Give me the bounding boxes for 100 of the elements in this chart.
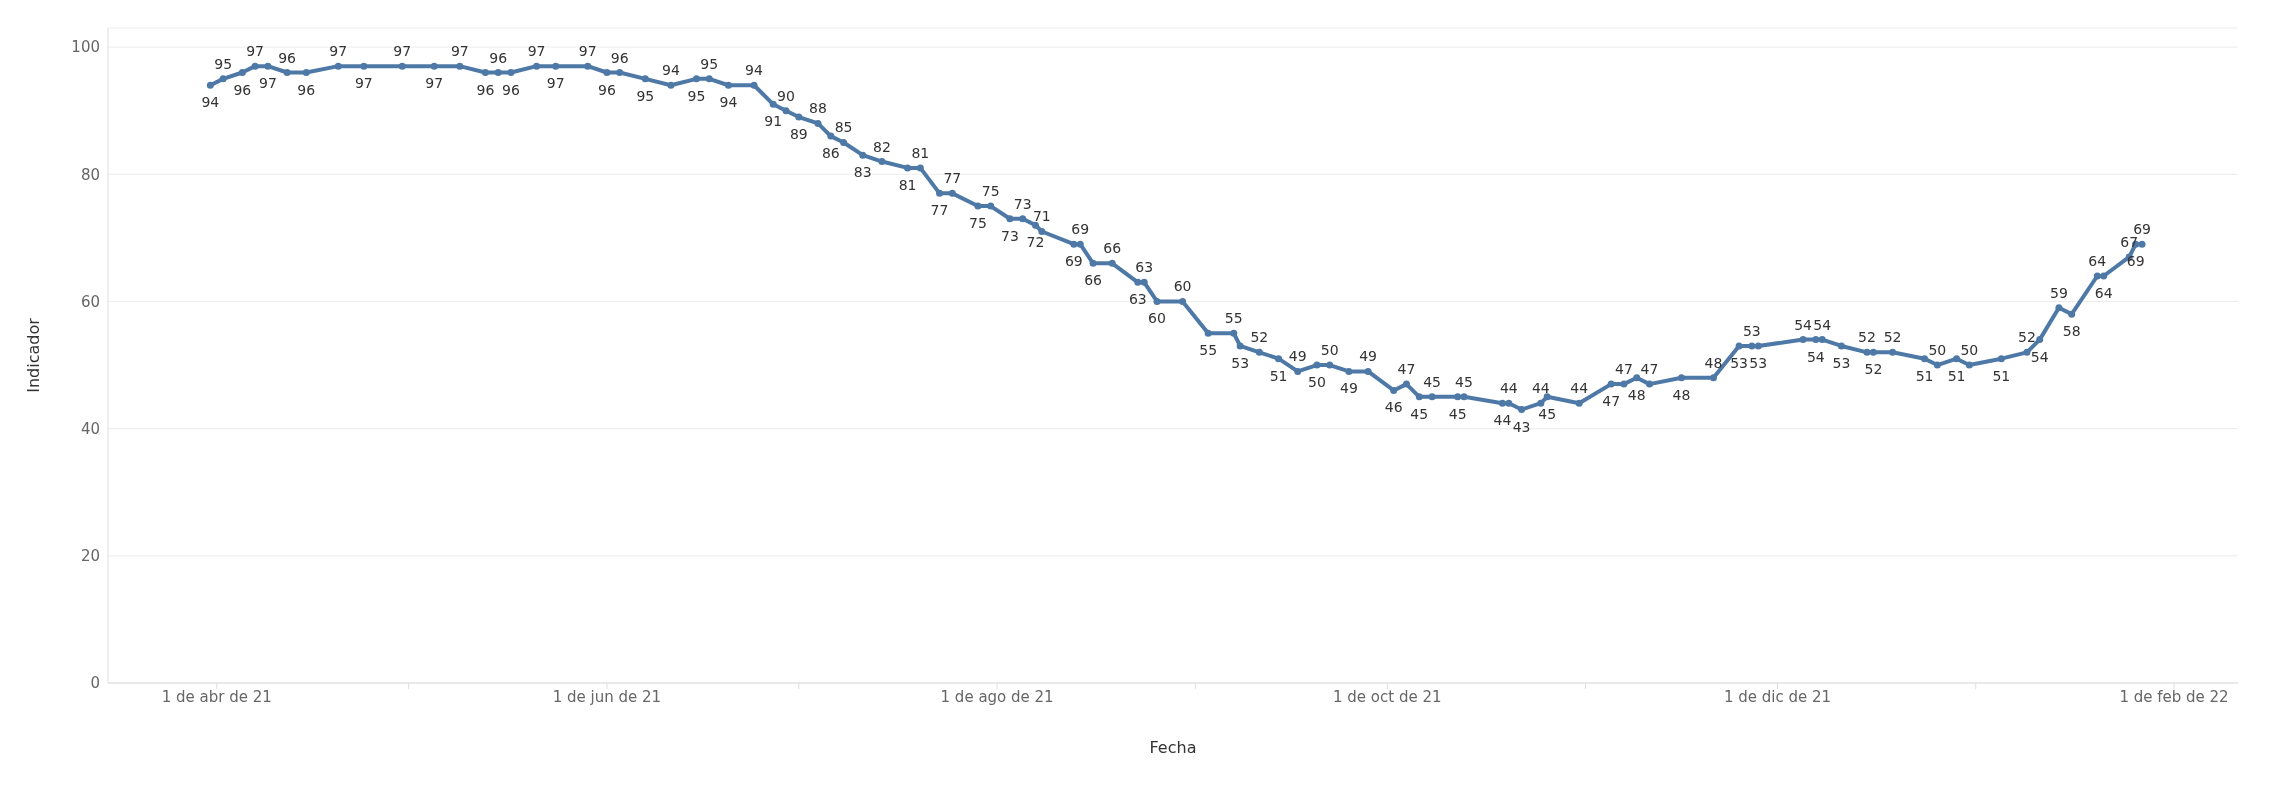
data-label: 53: [1749, 354, 1768, 371]
data-label: 66: [1103, 240, 1122, 257]
data-label: 69: [2126, 253, 2145, 270]
data-label: 64: [2088, 253, 2107, 270]
data-label: 91: [764, 113, 783, 130]
data-label: 89: [789, 126, 808, 143]
data-label: 96: [233, 81, 252, 98]
data-label: 83: [853, 164, 872, 181]
data-label: 77: [943, 170, 962, 187]
data-label: 63: [1128, 291, 1147, 308]
data-label: 53: [1742, 322, 1761, 339]
data-label: 95: [700, 55, 719, 72]
data-label: 52: [1883, 329, 1902, 346]
x-tick-label: 1 de ago de 21: [940, 687, 1054, 706]
data-label: 96: [489, 49, 508, 66]
data-label: 43: [1512, 418, 1531, 435]
data-label: 97: [329, 43, 348, 60]
data-label: 97: [578, 43, 597, 60]
data-label: 50: [1960, 342, 1979, 359]
y-tick-label: 60: [80, 292, 100, 311]
x-tick-label: 1 de oct de 21: [1333, 687, 1442, 706]
data-label: 45: [1423, 373, 1441, 390]
data-label: 86: [821, 145, 840, 162]
x-tick-label: 1 de abr de 21: [161, 687, 272, 706]
data-label: 52: [1858, 329, 1876, 346]
data-label: 60: [1173, 278, 1192, 295]
data-label: 97: [246, 43, 265, 60]
data-label: 63: [1135, 259, 1154, 276]
data-label: 95: [214, 55, 233, 72]
data-label: 55: [1199, 342, 1218, 359]
data-label: 97: [354, 75, 373, 92]
data-label: 96: [297, 81, 316, 98]
data-label: 97: [527, 43, 546, 60]
data-label: 94: [201, 94, 220, 111]
data-label: 45: [1410, 405, 1429, 422]
data-label: 66: [1084, 272, 1103, 289]
data-label: 77: [930, 202, 949, 219]
data-label: 73: [1013, 195, 1032, 212]
data-label: 97: [259, 75, 277, 92]
data-label: 54: [1794, 316, 1813, 333]
data-label: 54: [2030, 348, 2049, 365]
data-label: 90: [777, 87, 795, 104]
data-label: 53: [1231, 354, 1250, 371]
data-label: 96: [476, 81, 495, 98]
data-label: 94: [745, 62, 764, 79]
x-axis-title: Fecha: [1149, 738, 1197, 757]
data-label: 85: [834, 119, 853, 136]
data-label: 50: [1308, 374, 1326, 391]
data-label: 64: [2094, 285, 2113, 302]
data-label: 95: [636, 87, 655, 104]
x-tick-label: 1 de feb de 22: [2119, 687, 2229, 706]
data-label: 45: [1448, 405, 1467, 422]
data-label: 75: [981, 183, 1000, 200]
data-label: 52: [1250, 329, 1269, 346]
data-label: 96: [278, 49, 297, 66]
data-label: 72: [1026, 234, 1045, 251]
data-label: 75: [969, 215, 987, 232]
data-label: 69: [1071, 221, 1090, 238]
data-label: 47: [1602, 393, 1621, 410]
data-label: 51: [1947, 367, 1966, 384]
data-label: 51: [1915, 367, 1934, 384]
data-label: 45: [1455, 373, 1473, 390]
data-label: 51: [1992, 367, 2011, 384]
y-tick-label: 0: [90, 674, 100, 693]
data-label: 94: [719, 94, 738, 111]
data-label: 60: [1148, 310, 1166, 327]
y-tick-label: 100: [71, 38, 100, 57]
data-label: 81: [911, 144, 930, 161]
data-label: 69: [1064, 253, 1083, 270]
data-label: 97: [425, 75, 444, 92]
data-label: 45: [1538, 405, 1557, 422]
data-label: 96: [598, 81, 616, 98]
y-tick-label: 20: [80, 547, 100, 566]
data-label: 88: [809, 100, 827, 117]
data-label: 71: [1032, 208, 1051, 225]
data-label: 94: [661, 62, 680, 79]
data-label: 52: [1864, 361, 1883, 378]
y-tick-label: 40: [80, 419, 100, 438]
data-label: 97: [450, 43, 469, 60]
data-label: 81: [898, 176, 917, 193]
data-label: 53: [1730, 354, 1748, 371]
data-label: 97: [393, 43, 412, 60]
data-label: 55: [1224, 310, 1243, 327]
data-label: 44: [1493, 412, 1512, 429]
data-label: 54: [1813, 316, 1832, 333]
x-tick-label: 1 de jun de 21: [552, 687, 662, 706]
data-label: 48: [1627, 386, 1646, 403]
data-label: 49: [1288, 348, 1307, 365]
data-label: 49: [1359, 348, 1377, 365]
data-label: 48: [1672, 386, 1691, 403]
y-axis-title: Indicador: [23, 317, 43, 393]
data-label: 44: [1570, 380, 1589, 397]
data-label: 52: [2018, 329, 2036, 346]
y-tick-label: 80: [80, 165, 100, 184]
data-label: 97: [546, 75, 565, 92]
data-label: 96: [610, 49, 629, 66]
data-label: 47: [1640, 361, 1659, 378]
data-label: 59: [2049, 284, 2068, 301]
data-label: 95: [687, 87, 706, 104]
x-tick-label: 1 de dic de 21: [1723, 687, 1832, 706]
